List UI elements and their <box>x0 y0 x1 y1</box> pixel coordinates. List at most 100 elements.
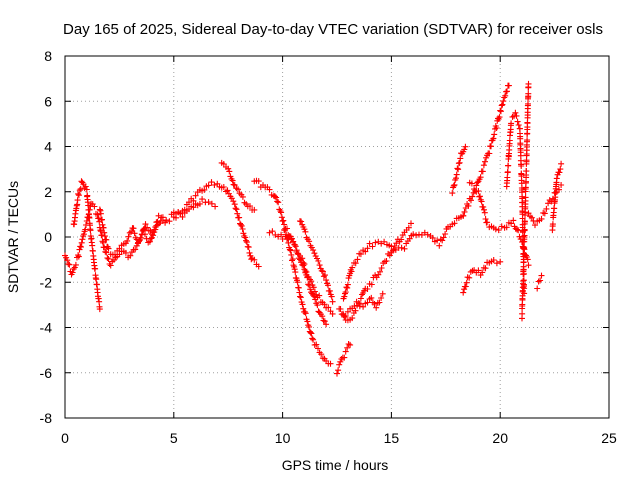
data-point <box>413 232 420 239</box>
data-point <box>351 303 358 310</box>
data-point <box>94 211 101 218</box>
data-point <box>521 244 528 251</box>
data-point <box>192 192 199 199</box>
data-point <box>434 237 441 244</box>
series-track-h <box>279 233 336 317</box>
data-point <box>302 310 309 317</box>
data-point <box>453 175 459 182</box>
data-point <box>461 146 468 153</box>
data-point <box>442 231 449 237</box>
data-point <box>497 108 504 115</box>
data-point <box>372 239 379 246</box>
data-point <box>498 102 505 109</box>
data-point <box>344 284 351 291</box>
data-point <box>379 290 386 297</box>
data-point <box>278 231 285 238</box>
data-point <box>91 203 98 210</box>
data-point <box>493 125 500 131</box>
data-point <box>301 226 308 233</box>
data-point <box>322 272 328 279</box>
data-point <box>502 92 509 99</box>
data-point <box>289 256 296 263</box>
data-point <box>231 201 238 208</box>
data-point <box>308 278 315 285</box>
data-point <box>316 292 323 299</box>
data-point <box>239 226 246 232</box>
data-point <box>310 284 317 291</box>
data-point <box>107 262 114 269</box>
data-point <box>286 246 293 253</box>
data-point <box>243 237 249 244</box>
series-track-s <box>519 80 532 322</box>
data-point <box>103 236 110 243</box>
data-point <box>342 348 349 355</box>
data-point <box>86 214 93 221</box>
data-point <box>102 248 109 255</box>
y-tick-label: -6 <box>40 365 53 381</box>
data-point <box>239 193 246 200</box>
data-point <box>235 186 241 193</box>
data-point <box>342 312 349 319</box>
data-point <box>282 233 289 240</box>
series-track-n <box>449 143 469 197</box>
data-point <box>211 182 218 188</box>
data-point <box>304 318 311 325</box>
data-point <box>462 143 469 150</box>
data-point <box>497 107 504 114</box>
data-point <box>92 265 99 272</box>
data-point <box>493 260 500 267</box>
data-point <box>301 308 308 315</box>
data-point <box>79 236 86 243</box>
data-point <box>436 242 443 249</box>
data-point <box>368 281 375 288</box>
data-point <box>266 186 273 193</box>
data-point <box>302 228 309 235</box>
data-point <box>329 298 336 305</box>
data-point <box>229 177 236 184</box>
data-point <box>490 257 497 263</box>
data-point <box>329 310 336 317</box>
data-point <box>246 249 253 256</box>
series-track-b <box>70 178 103 313</box>
y-tick-label: 2 <box>44 184 52 200</box>
data-point <box>505 162 512 169</box>
data-point <box>481 206 487 213</box>
data-point <box>154 218 161 225</box>
y-tick-label: -8 <box>40 410 53 426</box>
data-point <box>543 205 550 212</box>
data-point <box>381 238 388 245</box>
data-point <box>101 229 108 236</box>
data-point <box>352 307 359 314</box>
data-point <box>236 214 243 221</box>
data-point <box>383 258 390 264</box>
data-point <box>479 269 486 276</box>
data-point <box>313 291 320 298</box>
data-point <box>357 295 364 302</box>
data-point <box>466 274 473 281</box>
data-point <box>439 237 446 244</box>
data-point <box>315 345 321 352</box>
data-point <box>474 179 481 186</box>
data-point <box>525 100 531 107</box>
data-point <box>377 268 383 275</box>
data-point <box>352 260 359 267</box>
data-point <box>74 197 81 204</box>
data-point <box>558 160 565 167</box>
data-point <box>492 226 499 233</box>
data-point <box>524 120 531 127</box>
data-point <box>226 168 233 175</box>
series-track-j <box>334 341 354 377</box>
data-point <box>484 219 491 226</box>
data-point <box>323 321 330 328</box>
data-point <box>523 168 530 174</box>
data-point <box>78 239 85 246</box>
data-point <box>288 235 295 242</box>
data-point <box>320 317 327 324</box>
x-tick-label: 10 <box>275 430 291 446</box>
data-point <box>299 255 306 262</box>
data-point <box>551 205 558 212</box>
data-point <box>127 252 134 259</box>
data-point <box>238 222 245 229</box>
data-point <box>309 335 316 342</box>
